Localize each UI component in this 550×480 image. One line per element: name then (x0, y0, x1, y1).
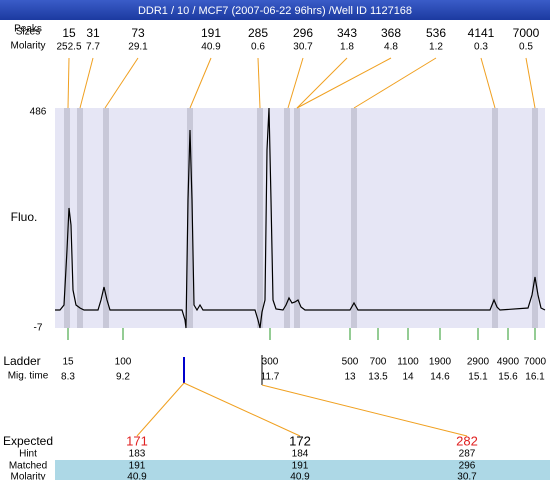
peak-molarity: 0.5 (519, 42, 533, 53)
peak-band (284, 108, 290, 328)
peak-molarity: 1.8 (340, 42, 354, 53)
ladder-time: 13.5 (368, 372, 388, 383)
ladder-time: 11.7 (261, 372, 280, 383)
table-cell: 172 (289, 433, 311, 448)
ladder-time: 16.1 (525, 372, 545, 383)
peak-connector (287, 57, 304, 109)
peak-size: 73 (131, 26, 145, 40)
table-cell: 171 (126, 433, 148, 448)
ladder-size: 100 (115, 357, 132, 368)
peak-size: 368 (381, 26, 401, 40)
peak-size: 296 (293, 26, 313, 40)
row-label: Matched (9, 461, 47, 472)
table-cell: 40.9 (127, 472, 147, 480)
row-label: Molarity (10, 41, 45, 52)
peak-molarity: 29.1 (128, 42, 148, 53)
ladder-time: 15.1 (468, 372, 488, 383)
table-cell: 296 (459, 461, 476, 472)
peak-size: 31 (86, 26, 100, 40)
title: DDR1 / 10 / MCF7 (2007-06-22 96hrs) /Wel… (138, 5, 412, 17)
table-cell: 191 (292, 461, 309, 472)
peak-band (492, 108, 498, 328)
ladder-time: 9.2 (116, 372, 130, 383)
ladder-time: 14 (402, 372, 414, 383)
table-cell: 30.7 (457, 472, 477, 480)
table-cell: 282 (456, 433, 478, 448)
title-bar (0, 0, 550, 20)
peak-size: 536 (426, 26, 446, 40)
peak-molarity: 4.8 (384, 42, 398, 53)
peak-band (257, 108, 263, 328)
peak-band (103, 108, 109, 328)
row-label: Hint (19, 449, 37, 460)
ladder-size: 15 (62, 357, 74, 368)
peak-molarity: 40.9 (201, 42, 221, 53)
match-lines (136, 382, 468, 437)
peak-connector (296, 57, 348, 109)
peak-connector (296, 57, 392, 109)
peak-size: 285 (248, 26, 268, 40)
row-label: Molarity (10, 472, 45, 480)
peak-size: 191 (201, 26, 221, 40)
trace (55, 107, 546, 329)
peak-molarity: 7.7 (86, 42, 100, 53)
row-label: Ladder (3, 354, 40, 368)
ladder-size: 2900 (467, 357, 490, 368)
ladder-time: 15.6 (498, 372, 518, 383)
ladder-size: 7000 (524, 357, 547, 368)
ladder-size: 4900 (497, 357, 520, 368)
peak-band (351, 108, 357, 328)
row-label: Sizes (16, 27, 40, 38)
matched-highlight (55, 460, 550, 480)
row-label: Mig. time (8, 371, 49, 382)
peak-molarity: 252.5 (56, 42, 81, 53)
y-bottom-label: -7 (34, 323, 43, 334)
table-cell: 183 (129, 449, 146, 460)
ladder-time: 13 (344, 372, 356, 383)
peak-molarity: 30.7 (293, 42, 313, 53)
peak-band (77, 108, 83, 328)
peak-band (64, 108, 70, 328)
peak-molarity: 1.2 (429, 42, 443, 53)
peak-size: 15 (62, 26, 76, 40)
ladder-time: 8.3 (61, 372, 75, 383)
ladder-size: 500 (342, 357, 359, 368)
peak-band (294, 108, 300, 328)
table-cell: 191 (129, 461, 146, 472)
peak-connector (353, 57, 437, 109)
peak-connector (480, 57, 496, 109)
peak-size: 7000 (513, 26, 540, 40)
peak-band (187, 108, 193, 328)
peak-connector (67, 57, 70, 109)
peak-size: 343 (337, 26, 357, 40)
y-axis-label: Fluo. (11, 210, 38, 224)
peak-connector (525, 57, 536, 109)
table-cell: 184 (292, 449, 309, 460)
peak-size: 4141 (468, 26, 495, 40)
peak-molarity: 0.3 (474, 42, 488, 53)
ladder-size: 1900 (429, 357, 452, 368)
ladder-size: 300 (262, 357, 279, 368)
peak-connector (189, 57, 212, 109)
peak-connector (79, 57, 94, 109)
peak-connector (104, 57, 139, 109)
ladder-time: 14.6 (430, 372, 450, 383)
ladder-size: 1100 (397, 357, 419, 368)
peak-band (532, 108, 538, 328)
row-label: Expected (3, 434, 53, 448)
table-cell: 40.9 (290, 472, 310, 480)
table-cell: 287 (459, 449, 476, 460)
y-top-label: 486 (30, 107, 47, 118)
row-label: Peaks (14, 24, 42, 35)
peak-connector (257, 57, 261, 109)
peak-molarity: 0.6 (251, 42, 265, 53)
ladder-size: 700 (370, 357, 387, 368)
